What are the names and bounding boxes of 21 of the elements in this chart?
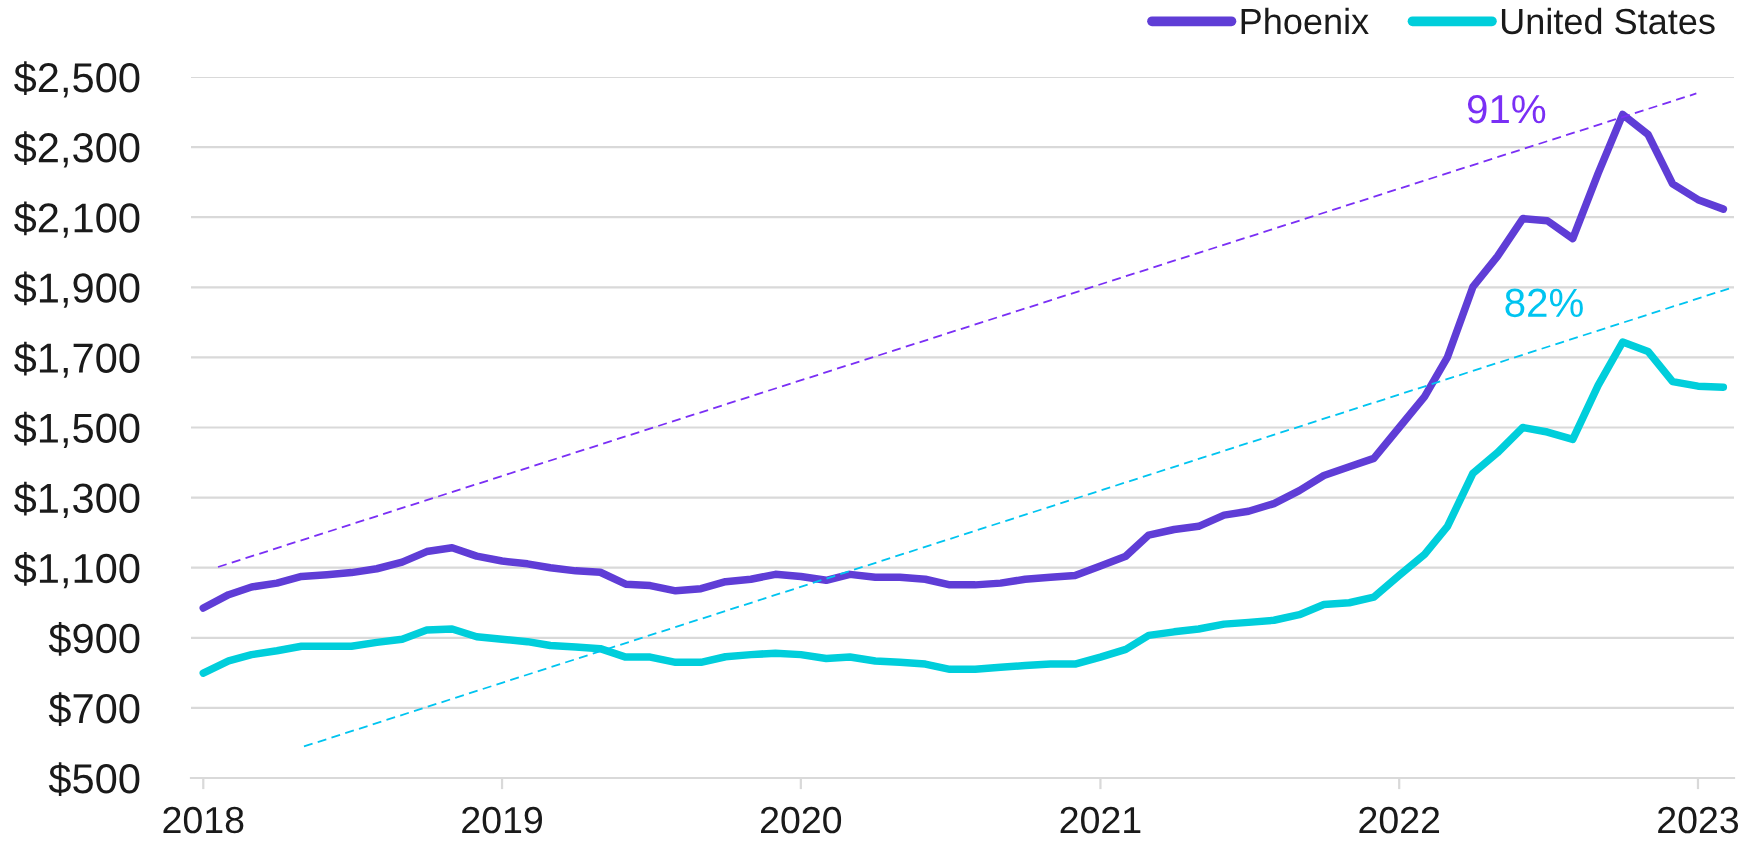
series-label: 91% bbox=[1467, 94, 1546, 124]
legend-label: Phoenix bbox=[1241, 7, 1369, 35]
y-tick-label: $1,100 bbox=[14, 551, 140, 589]
x-tick-label: 2018 bbox=[163, 806, 244, 834]
x-tick-label: 2021 bbox=[1060, 806, 1141, 834]
legend-label: United States bbox=[1501, 7, 1715, 35]
y-tick-label: $500 bbox=[48, 762, 140, 796]
y-tick-label: $2,500 bbox=[14, 61, 140, 98]
x-tick-label: 2022 bbox=[1359, 806, 1440, 834]
y-tick-label: $1,700 bbox=[14, 341, 140, 378]
x-tick-label: 2023 bbox=[1658, 806, 1739, 834]
y-tick-label: $700 bbox=[48, 692, 140, 726]
x-tick-label: 2019 bbox=[462, 806, 542, 834]
y-tick-label: $2,300 bbox=[14, 131, 140, 168]
y-tick-label: $1,900 bbox=[14, 271, 140, 308]
y-tick-label: $1,300 bbox=[14, 481, 140, 519]
y-tick-label: $900 bbox=[48, 622, 140, 656]
series-label: 82% bbox=[1505, 288, 1583, 318]
x-tick-label: 2020 bbox=[761, 806, 842, 834]
y-tick-label: $2,100 bbox=[14, 201, 140, 238]
y-tick-label: $1,500 bbox=[14, 411, 140, 448]
